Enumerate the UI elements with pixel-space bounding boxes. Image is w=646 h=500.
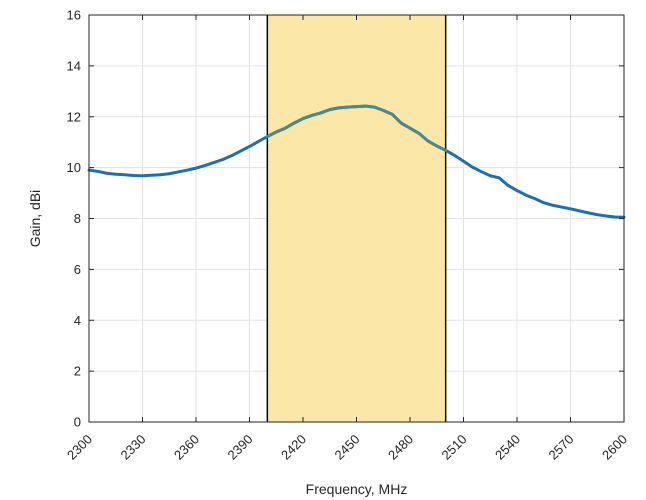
y-tick-label: 10	[67, 160, 81, 175]
x-tick-label: 2510	[439, 432, 470, 463]
y-tick-label: 0	[74, 415, 81, 430]
x-tick-label: 2300	[64, 432, 95, 463]
y-tick-label: 16	[67, 8, 81, 23]
y-tick-labels: 0 2 4 6 8 10 12 14 16	[67, 8, 81, 430]
x-tick-label: 2540	[492, 432, 523, 463]
y-tick-label: 14	[67, 58, 81, 73]
y-tick-label: 8	[74, 211, 81, 226]
x-tick-label: 2480	[385, 432, 416, 463]
x-tick-label: 2600	[599, 432, 630, 463]
y-tick-label: 6	[74, 262, 81, 277]
x-tick-label: 2420	[278, 432, 309, 463]
y-tick-label: 4	[74, 313, 81, 328]
x-tick-label: 2390	[225, 432, 256, 463]
x-axis-title: Frequency, MHz	[306, 481, 408, 497]
x-tick-label: 2570	[546, 432, 577, 463]
x-tick-labels: 2300 2330 2360 2390 2420 2450 2480 2510 2540 2570…	[64, 432, 630, 463]
x-tick-label: 2360	[171, 432, 202, 463]
y-tick-label: 12	[67, 109, 81, 124]
y-tick-label: 2	[74, 364, 81, 379]
axis-ticks	[88, 14, 625, 423]
y-axis-title: Gain, dBi	[27, 190, 43, 248]
gain-series-line-in-band	[265, 104, 448, 152]
x-tick-label: 2450	[332, 432, 363, 463]
highlight-band	[267, 15, 446, 422]
x-tick-label: 2330	[118, 432, 149, 463]
